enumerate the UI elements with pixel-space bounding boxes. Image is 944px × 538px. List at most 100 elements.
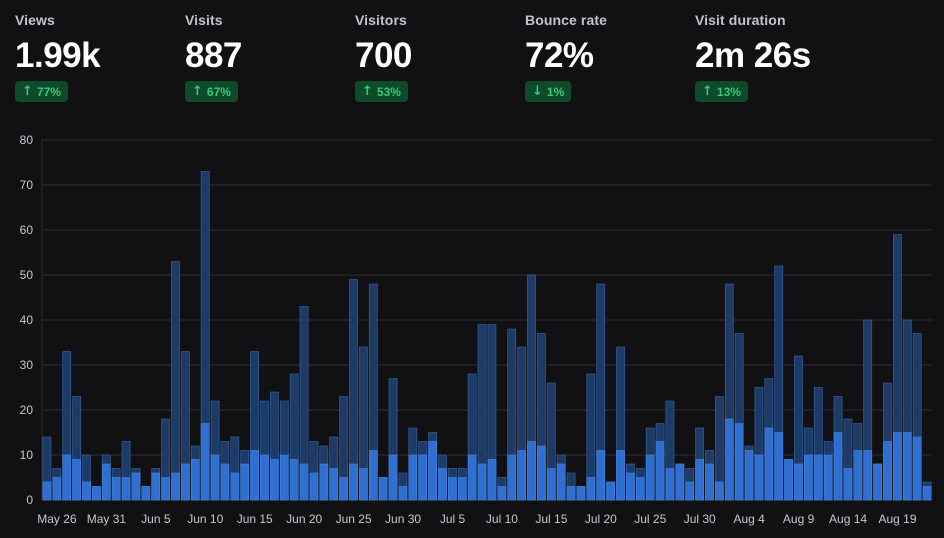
visitors-bar[interactable] (715, 481, 724, 501)
visitors-bar[interactable] (912, 436, 922, 501)
visitors-bar[interactable] (784, 459, 793, 501)
visitors-bar[interactable] (181, 463, 190, 501)
visitors-bar[interactable] (626, 472, 635, 501)
stat-views[interactable]: Views 1.99k ↑ 77% (15, 12, 101, 102)
visitors-bar[interactable] (596, 450, 606, 501)
visitors-bar[interactable] (82, 481, 91, 501)
visitors-bar[interactable] (635, 477, 645, 501)
visitors-bar[interactable] (378, 477, 388, 501)
visitors-bar[interactable] (408, 454, 418, 501)
visitors-bar[interactable] (388, 454, 398, 501)
visitors-bar[interactable] (309, 472, 319, 501)
visitors-bar[interactable] (833, 432, 843, 501)
views-bar[interactable] (171, 261, 180, 501)
visitors-bar[interactable] (685, 481, 695, 501)
visitors-bar[interactable] (744, 450, 754, 501)
visitors-bar[interactable] (299, 463, 309, 501)
visitors-bar[interactable] (537, 445, 546, 501)
stat-visits[interactable]: Visits 887 ↑ 67% (185, 12, 242, 102)
visitors-bar[interactable] (428, 441, 437, 501)
stat-visit-duration[interactable]: Visit duration 2m 26s ↑ 13% (695, 12, 811, 102)
visitors-bar[interactable] (556, 463, 566, 501)
visitors-bar[interactable] (42, 481, 52, 501)
visitors-bar[interactable] (804, 454, 813, 501)
visitors-bar[interactable] (359, 468, 368, 501)
visitors-bar[interactable] (151, 472, 161, 501)
change-badge: ↑ 77% (15, 81, 68, 102)
visitors-bar[interactable] (111, 477, 121, 501)
visitors-bar[interactable] (705, 463, 714, 501)
visitors-bar[interactable] (616, 450, 625, 501)
visitors-bar[interactable] (695, 459, 704, 501)
stat-bounce-rate[interactable]: Bounce rate 72% ↓ 1% (525, 12, 607, 102)
visitors-bar[interactable] (210, 454, 220, 501)
visitors-bar[interactable] (794, 463, 803, 501)
visitors-bar[interactable] (418, 454, 428, 501)
visitors-bar[interactable] (497, 486, 507, 501)
visitors-bar[interactable] (141, 486, 151, 501)
visitors-bar[interactable] (774, 432, 784, 501)
visitors-bar[interactable] (665, 468, 675, 501)
visitors-bar[interactable] (606, 481, 615, 501)
visitors-bar[interactable] (200, 423, 210, 501)
visitors-bar[interactable] (863, 450, 873, 501)
visitors-bar[interactable] (289, 459, 299, 501)
visitors-bar[interactable] (62, 454, 72, 501)
visitors-bar[interactable] (517, 450, 526, 501)
visitors-bar[interactable] (823, 454, 833, 501)
visitors-bar[interactable] (161, 477, 170, 501)
visitors-bar[interactable] (675, 463, 685, 501)
visitors-bar[interactable] (645, 454, 655, 501)
visitors-bar[interactable] (368, 450, 378, 501)
visitors-bar[interactable] (438, 468, 447, 501)
visitors-bar[interactable] (131, 472, 141, 501)
visitors-bar[interactable] (329, 468, 339, 501)
visitors-bar[interactable] (754, 454, 764, 501)
visitors-bar[interactable] (902, 432, 912, 501)
y-tick-label: 70 (20, 178, 34, 192)
visitors-bar[interactable] (270, 459, 279, 501)
visitors-bar[interactable] (190, 459, 200, 501)
visitors-bar[interactable] (893, 432, 902, 501)
visitors-bar[interactable] (72, 459, 81, 501)
visitors-bar[interactable] (813, 454, 823, 501)
visitors-bar[interactable] (339, 477, 348, 501)
visitors-bar[interactable] (349, 463, 358, 501)
visitors-bar[interactable] (507, 454, 517, 501)
visitors-bar[interactable] (121, 477, 131, 501)
visitors-bar[interactable] (566, 486, 576, 501)
visitors-bar[interactable] (171, 472, 180, 501)
visitors-bar[interactable] (843, 468, 853, 501)
visitors-bar[interactable] (220, 463, 230, 501)
visitors-bar[interactable] (546, 468, 556, 501)
x-tick-label: Jun 25 (336, 512, 372, 526)
visitors-bar[interactable] (52, 477, 62, 501)
visitors-bar[interactable] (873, 463, 882, 501)
visitors-bar[interactable] (467, 454, 477, 501)
visitors-bar[interactable] (240, 463, 250, 501)
visitors-bar[interactable] (576, 486, 586, 501)
visitors-bar[interactable] (734, 423, 744, 501)
visitors-bar[interactable] (764, 427, 774, 501)
x-tick-label: Jul 5 (440, 512, 466, 526)
visitors-bar[interactable] (477, 463, 487, 501)
visitors-bar[interactable] (250, 450, 259, 501)
visitors-bar[interactable] (853, 450, 863, 501)
visitors-bar[interactable] (457, 477, 467, 501)
visitors-bar[interactable] (260, 454, 269, 501)
visitors-bar[interactable] (527, 441, 536, 501)
visitors-bar[interactable] (655, 441, 665, 501)
visitors-bar[interactable] (487, 459, 497, 501)
visitors-bar[interactable] (724, 418, 734, 501)
visitors-bar[interactable] (398, 486, 408, 501)
visitors-bar[interactable] (922, 486, 932, 501)
visitors-bar[interactable] (101, 463, 111, 501)
visitors-bar[interactable] (883, 441, 892, 501)
visitors-bar[interactable] (92, 486, 101, 501)
visitors-bar[interactable] (319, 463, 329, 501)
visitors-bar[interactable] (230, 472, 240, 501)
stat-visitors[interactable]: Visitors 700 ↑ 53% (355, 12, 412, 102)
visitors-bar[interactable] (586, 477, 596, 501)
visitors-bar[interactable] (448, 477, 457, 501)
visitors-bar[interactable] (279, 454, 289, 501)
